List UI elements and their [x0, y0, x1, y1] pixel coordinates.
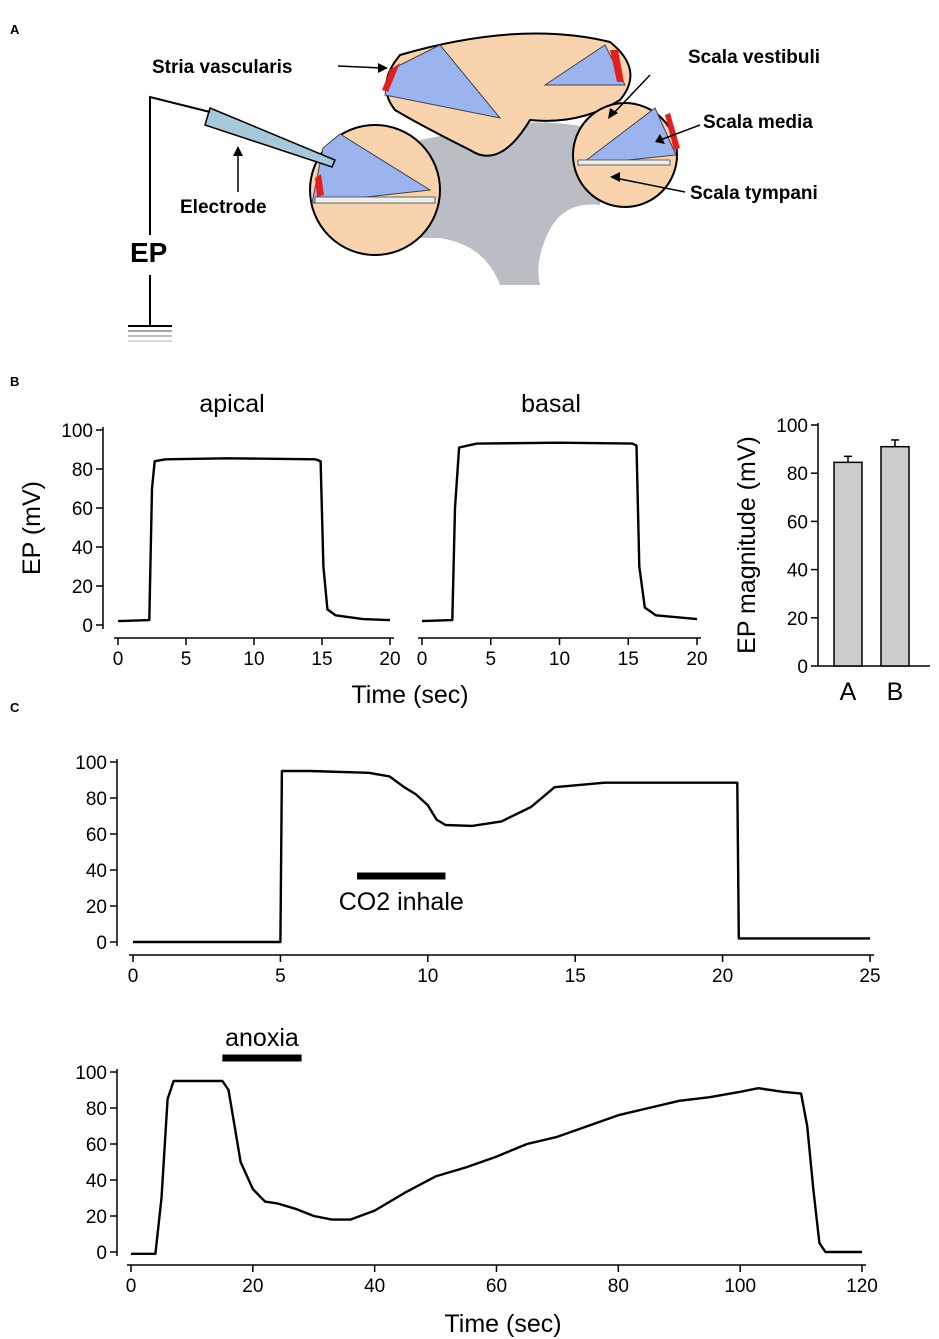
y-tick-label: 100: [776, 416, 808, 437]
series-line: [117, 457, 391, 623]
y-tick-label: 40: [86, 861, 107, 882]
chart-basal: 0 5 10 15 20 basal: [417, 390, 708, 670]
chart-title: basal: [521, 390, 581, 418]
y-tick-label: 0: [96, 1243, 107, 1264]
x-tick-label: 0: [113, 649, 124, 670]
x-tick-label: 10: [243, 649, 264, 670]
chart-title: apical: [199, 390, 264, 418]
pointer-arrows: [237, 65, 701, 193]
y-tick-label: 0: [797, 657, 808, 678]
y-tick-label: 20: [72, 577, 93, 598]
top-turn-stria: [382, 63, 400, 92]
y-axis-title: EP magnitude (mV): [733, 436, 761, 654]
label-stria-vascularis: Stria vascularis: [152, 57, 292, 78]
x-tick-label: 10: [549, 649, 570, 670]
y-tick-label: 80: [86, 1099, 107, 1120]
series-line: [421, 441, 698, 623]
panel-c-letter: C: [10, 700, 20, 715]
y-tick-label: 40: [86, 1171, 107, 1192]
ep-wire-top: [149, 95, 211, 235]
bar: [833, 461, 863, 667]
category-label: B: [887, 678, 904, 706]
y-tick-label: 80: [72, 460, 93, 481]
label-scala-tympani: Scala tympani: [690, 183, 818, 204]
y-tick-label: 60: [787, 512, 808, 533]
y-tick-label: 60: [86, 1135, 107, 1156]
label-electrode: Electrode: [180, 197, 267, 218]
x-tick-label: 120: [846, 1276, 878, 1297]
y-tick-label: 40: [72, 538, 93, 559]
label-scala-vestibuli: Scala vestibuli: [688, 47, 820, 68]
x-axis-title: Time (sec): [444, 1310, 561, 1338]
electrode: [204, 106, 336, 168]
panel-a-letter: A: [10, 22, 20, 37]
y-tick-label: 100: [75, 1063, 107, 1084]
right-turn-organ: [577, 159, 671, 166]
x-tick-label: 15: [311, 649, 332, 670]
top-turn-right-stria: [610, 50, 624, 82]
ground-symbol: [128, 325, 172, 342]
x-tick-label: 100: [724, 1276, 756, 1297]
chart-co2: 0 5 10 15 20 25 0 20 40 60 80 100 CO2 inhale: [75, 753, 880, 987]
left-turn-organ: [314, 196, 436, 204]
x-tick-label: 25: [859, 966, 880, 987]
y-tick-label: 60: [72, 499, 93, 520]
x-tick-label: 5: [485, 649, 496, 670]
y-tick-label: 40: [787, 561, 808, 582]
x-tick-label: 20: [242, 1276, 263, 1297]
y-tick-label: 80: [86, 789, 107, 810]
x-tick-label: 5: [181, 649, 192, 670]
panel-b-letter: B: [10, 374, 19, 389]
left-turn-media: [311, 133, 432, 204]
label-scala-media: Scala media: [703, 112, 813, 133]
annotation-label: CO2 inhale: [339, 888, 464, 916]
modiolus-core: [420, 122, 600, 285]
y-tick-label: 60: [86, 825, 107, 846]
label-ep: EP: [130, 237, 167, 268]
series-line: [131, 1079, 862, 1255]
x-axis-title: Time (sec): [351, 681, 468, 709]
arrow-heads: [233, 63, 665, 182]
bar: [880, 445, 910, 667]
x-tick-label: 15: [565, 966, 586, 987]
x-tick-label: 15: [618, 649, 639, 670]
y-tick-label: 100: [75, 753, 107, 774]
y-axis-title: EP (mV): [18, 481, 46, 575]
chart-anoxia: 0 20 40 60 80 100 120 0 20 40 60 80 100 Time (sec) ano…: [75, 1024, 878, 1338]
chart-ep-magnitude: 0 20 40 60 80 100 A B EP magnitude (mV): [733, 416, 930, 706]
x-tick-label: 10: [417, 966, 438, 987]
y-tick-label: 20: [787, 609, 808, 630]
x-tick-label: 0: [417, 649, 428, 670]
x-tick-label: 0: [126, 1276, 137, 1297]
x-tick-label: 20: [686, 649, 707, 670]
y-tick-label: 100: [61, 421, 93, 442]
y-tick-label: 20: [86, 897, 107, 918]
y-tick-label: 0: [82, 616, 93, 637]
x-tick-label: 5: [275, 966, 286, 987]
y-tick-label: 20: [86, 1207, 107, 1228]
x-tick-label: 80: [608, 1276, 629, 1297]
chart-apical: 0 5 10 15 20 0 20 40 60 80 100 apical Time (sec) EP (…: [18, 390, 469, 709]
annotation-label: anoxia: [225, 1024, 299, 1052]
category-label: A: [840, 678, 857, 706]
x-tick-label: 0: [128, 966, 139, 987]
y-tick-label: 0: [96, 933, 107, 954]
x-tick-label: 20: [379, 649, 400, 670]
x-tick-label: 60: [486, 1276, 507, 1297]
x-tick-label: 40: [364, 1276, 385, 1297]
series-line: [133, 769, 870, 944]
y-tick-label: 80: [787, 464, 808, 485]
left-turn-stria: [315, 174, 324, 197]
right-turn-stria: [665, 113, 680, 150]
x-tick-label: 20: [712, 966, 733, 987]
cochlea-diagram: Stria vascularis Scala vestibuli Scala m…: [128, 32, 820, 342]
